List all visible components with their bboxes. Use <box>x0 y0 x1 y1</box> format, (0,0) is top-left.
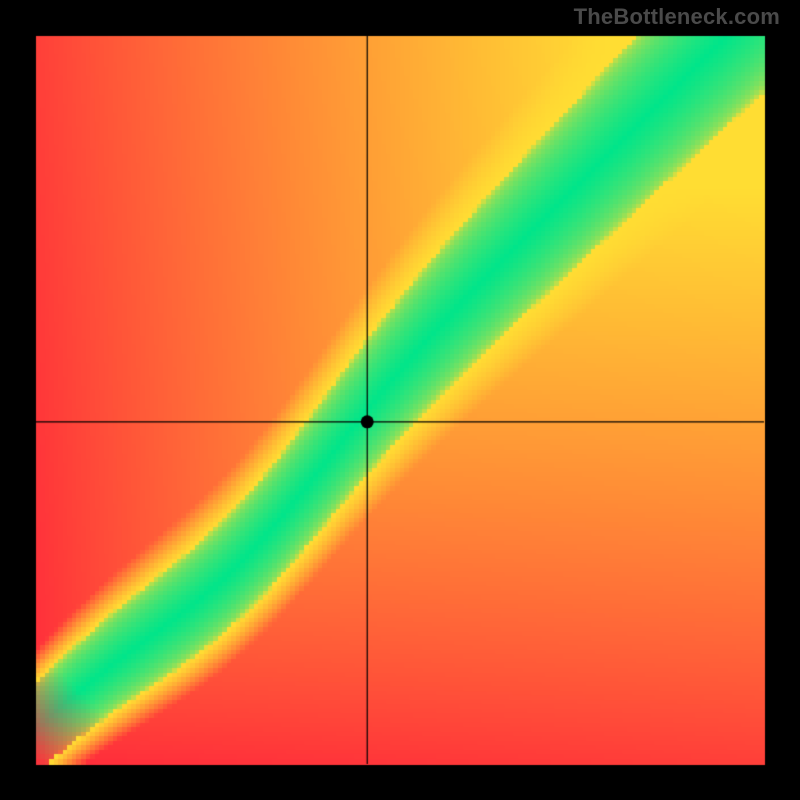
chart-container: TheBottleneck.com <box>0 0 800 800</box>
bottleneck-heatmap-canvas <box>0 0 800 800</box>
watermark-text: TheBottleneck.com <box>574 4 780 30</box>
